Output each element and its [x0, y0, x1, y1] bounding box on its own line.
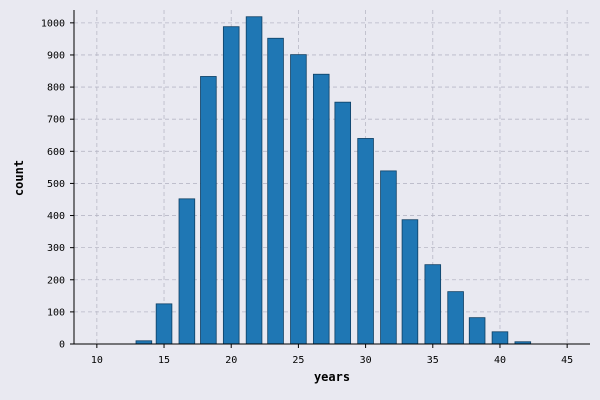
histogram-bar: [155, 303, 173, 345]
histogram-bar: [334, 101, 352, 345]
y-tick-label: 1000: [41, 18, 65, 29]
histogram-bar: [222, 26, 240, 345]
axis-layer: [73, 10, 590, 345]
y-tick-label: 100: [47, 307, 65, 318]
y-axis-label: count: [12, 160, 26, 196]
histogram-bar: [424, 264, 442, 345]
x-tick-label: 45: [561, 355, 573, 366]
y-tick-label: 800: [47, 83, 65, 94]
histogram-bar: [468, 317, 486, 345]
y-tick-label: 400: [47, 211, 65, 222]
grid-layer: [74, 10, 590, 345]
x-tick-label: 15: [158, 355, 170, 366]
y-tick-label: 700: [47, 115, 65, 126]
bar-layer: [135, 16, 532, 345]
x-tick-label: 25: [292, 355, 304, 366]
x-tick-label: 10: [91, 355, 103, 366]
histogram-bar: [245, 16, 263, 345]
histogram-bar: [380, 170, 397, 345]
histogram-bar: [357, 138, 374, 345]
y-tick-label: 900: [47, 50, 65, 61]
x-tick-label: 40: [494, 355, 506, 366]
y-tick-label: 200: [47, 275, 65, 286]
x-tick-label: 35: [427, 355, 439, 366]
y-tick-label: 0: [59, 340, 65, 351]
y-tick-label: 300: [47, 243, 65, 254]
x-tick-label: 30: [360, 355, 372, 366]
histogram-bar: [312, 73, 330, 345]
histogram-bar: [290, 54, 307, 345]
y-tick-label: 500: [47, 179, 65, 190]
x-axis-label: years: [314, 370, 350, 384]
histogram-bar: [401, 219, 419, 345]
histogram-bar: [491, 331, 509, 345]
histogram-bar: [200, 76, 217, 345]
tick-layer: 10 15 20 25 30 35 40 45 0 100 200 300 400 500 600 700 80…: [41, 18, 573, 366]
histogram-bar: [447, 291, 464, 345]
y-tick-label: 600: [47, 147, 65, 158]
histogram-bar: [267, 37, 284, 345]
histogram-bar: [178, 198, 196, 345]
x-tick-label: 20: [225, 355, 237, 366]
